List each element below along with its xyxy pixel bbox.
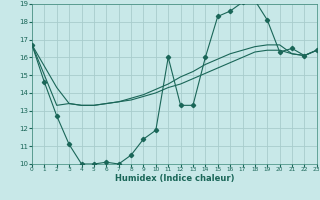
X-axis label: Humidex (Indice chaleur): Humidex (Indice chaleur) — [115, 174, 234, 183]
